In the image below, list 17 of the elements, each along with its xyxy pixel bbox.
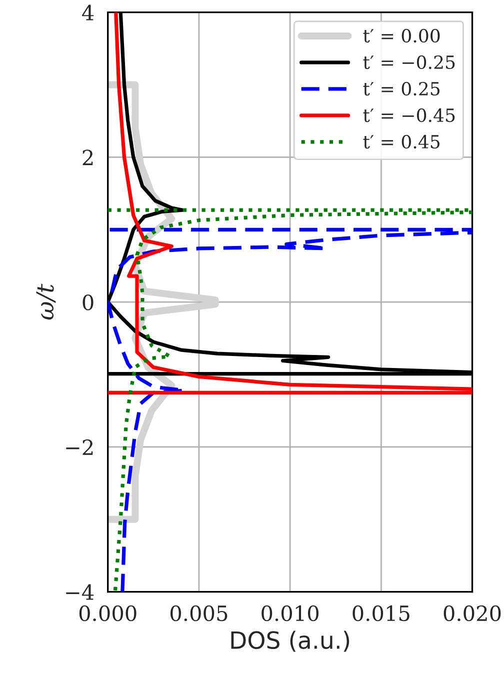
y-tick-label: 4 [82, 4, 94, 20]
x-tick-label: 0.015 [352, 605, 410, 622]
legend-label: t′ = 0.25 [363, 82, 440, 96]
legend-label: t′ = 0.45 [363, 134, 440, 149]
y-axis-title: ω/t [36, 284, 56, 320]
x-tick-label: 0.020 [444, 605, 501, 622]
x-axis-title: DOS (a.u.) [231, 630, 350, 652]
x-tick-label: 0.005 [170, 605, 228, 622]
y-tick-label: −4 [66, 584, 94, 600]
x-tick-label: 0.010 [262, 605, 318, 622]
x-tick-label: 0.000 [79, 605, 136, 622]
y-tick-label: −2 [66, 439, 93, 455]
legend-label: t′ = 0.00 [363, 28, 440, 43]
legend-label: t′ = −0.45 [363, 108, 455, 122]
y-tick-label: 2 [82, 150, 93, 166]
legend-label: t′ = −0.25 [363, 55, 455, 70]
y-tick-label: 0 [82, 294, 94, 310]
